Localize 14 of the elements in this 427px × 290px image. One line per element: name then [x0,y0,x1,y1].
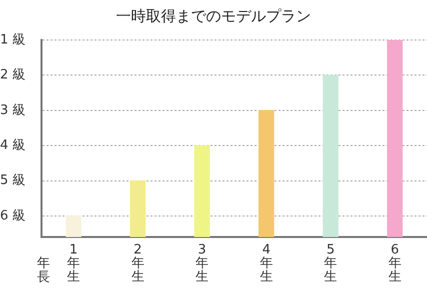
y-tick-label: 5 級 [0,173,26,188]
chart-title: 一時取得までのモデルプラン [116,6,311,25]
x-tick-label: 6年生 [388,242,402,285]
text: 年長 [36,256,50,285]
y-tick-label: 2 級 [0,68,26,83]
y-tick-label: 6 級 [0,208,26,224]
x-tick-label: 2年生 [131,242,144,285]
y-tick-label: 3 級 [0,102,26,118]
y-tick-label: 1 級 [0,32,26,48]
x-tick-label: 4年生 [260,242,273,285]
y-tick-label: 4 級 [0,138,26,153]
x-tick-label: 3年生 [196,242,209,285]
x-tick-label: 5年生 [324,242,338,285]
x-tick-label: 1年生 [67,242,80,285]
